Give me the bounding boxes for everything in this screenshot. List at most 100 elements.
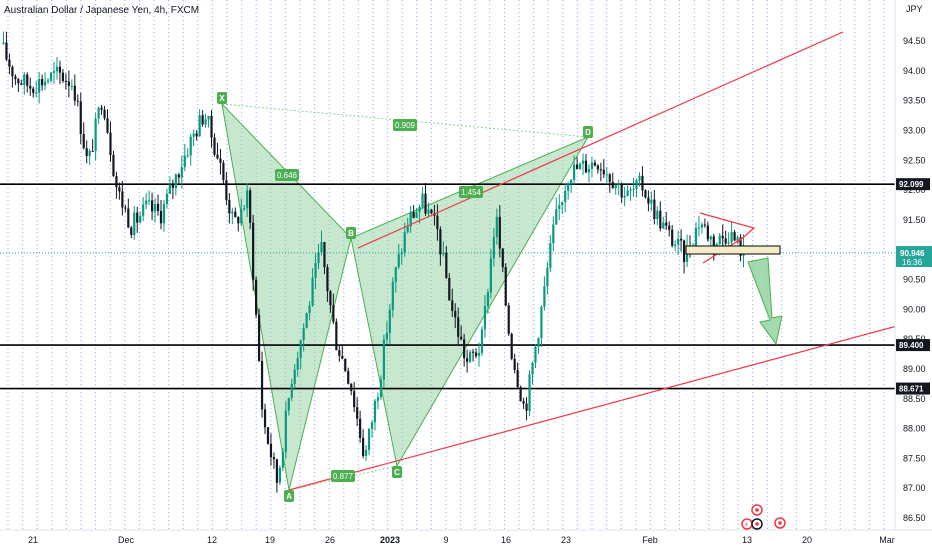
candle-body <box>468 351 472 362</box>
candle-body <box>439 229 442 255</box>
price-tick-label: 86.50 <box>903 513 926 523</box>
upper-channel-line[interactable] <box>357 31 844 249</box>
candle-body <box>552 224 555 244</box>
candle-body <box>228 199 231 214</box>
candle-body <box>454 310 457 318</box>
candle-body <box>561 201 564 206</box>
current-price-box <box>896 246 932 267</box>
candle-body <box>474 352 478 356</box>
level-label-box <box>896 382 930 395</box>
candle-body <box>168 184 172 194</box>
candle-body <box>46 80 50 82</box>
candle-body <box>130 227 133 236</box>
candle-body <box>709 236 712 240</box>
time-axis[interactable]: 21 Dec 12 19 26 2023 9 16 23 Feb 13 20 Mar <box>28 535 895 545</box>
candle-body <box>344 358 347 371</box>
candle-body <box>516 369 519 387</box>
candle-body <box>540 306 543 339</box>
event-marker-dot <box>755 522 759 526</box>
candle-body <box>546 267 549 287</box>
time-tick-label: 9 <box>443 535 448 545</box>
candle-body <box>103 109 106 119</box>
candle-body <box>293 369 296 384</box>
lower-channel-line[interactable] <box>288 325 898 491</box>
current-price-countdown: 16:36 <box>902 258 923 267</box>
candle-body <box>246 190 249 209</box>
candle-body <box>67 81 70 86</box>
candle-body <box>391 281 394 310</box>
time-tick-label: 23 <box>561 535 571 545</box>
candle-body <box>165 193 169 204</box>
candle-body <box>626 190 629 197</box>
candle-body <box>376 397 380 401</box>
candle-body <box>222 162 225 181</box>
time-axis-panel <box>0 530 932 550</box>
ratio-label: 0.646 <box>277 171 298 180</box>
candle-body <box>409 212 412 227</box>
level-labels: 92.099 89.400 88.671 <box>896 178 930 395</box>
candle-body <box>367 428 371 450</box>
candle-body <box>575 164 579 170</box>
candle-body <box>733 232 736 241</box>
candle-body <box>400 252 403 255</box>
current-price-label: 90.946 16:36 <box>896 246 932 267</box>
candle-body <box>338 350 341 356</box>
candle-body <box>724 238 727 244</box>
candle-body <box>665 222 668 226</box>
candle-body <box>189 136 192 156</box>
candle-body <box>252 222 255 280</box>
candle-body <box>364 449 368 456</box>
candle-body <box>237 217 240 224</box>
price-tick-label: 94.00 <box>903 66 926 76</box>
point-tag-box <box>346 227 356 239</box>
candle-body <box>73 85 76 101</box>
price-tick-label: 94.50 <box>903 36 926 46</box>
candle-body <box>35 92 38 94</box>
candle-body <box>471 351 475 353</box>
candle-body <box>587 168 591 173</box>
ratio-label: 0.877 <box>333 472 354 481</box>
candle-body <box>706 225 709 240</box>
candle-body <box>317 252 320 264</box>
candle-body <box>284 410 287 452</box>
candle-body <box>596 165 599 170</box>
ratio-label: 1.454 <box>461 188 482 197</box>
point-tag-label: A <box>286 492 292 501</box>
candle-body <box>623 196 626 198</box>
candle-body <box>171 184 174 188</box>
candle-body <box>41 79 44 86</box>
candle-body <box>323 242 326 268</box>
candle-body <box>647 197 650 204</box>
candle-body <box>290 383 293 398</box>
candle-body <box>136 212 139 223</box>
candle-body <box>347 370 350 384</box>
candle-body <box>457 317 460 337</box>
time-tick-label: 19 <box>265 535 275 545</box>
event-markers: ⚡ <box>741 504 786 530</box>
candle-body <box>216 154 219 159</box>
target-box[interactable] <box>685 245 781 255</box>
point-tag-label: D <box>585 128 591 137</box>
candle-body <box>302 328 305 341</box>
candle-body <box>255 279 258 315</box>
candle-body <box>549 243 552 268</box>
candle-body <box>697 227 701 229</box>
candle-body <box>225 180 228 200</box>
candle-body <box>311 277 314 306</box>
candle-body <box>528 374 531 411</box>
candle-body <box>356 407 359 419</box>
candle-body <box>195 133 198 137</box>
candle-body <box>578 163 582 170</box>
candle-body <box>653 199 656 220</box>
candle-body <box>263 409 267 428</box>
candle-body <box>133 212 136 236</box>
candle-body <box>106 118 109 133</box>
level-label: 89.400 <box>899 341 924 350</box>
candle-body <box>97 107 100 119</box>
candle-body <box>127 208 130 228</box>
candle-body <box>668 225 671 230</box>
candle-body <box>43 81 47 86</box>
currency-label: JPY <box>906 4 923 14</box>
candle-body <box>23 74 26 85</box>
